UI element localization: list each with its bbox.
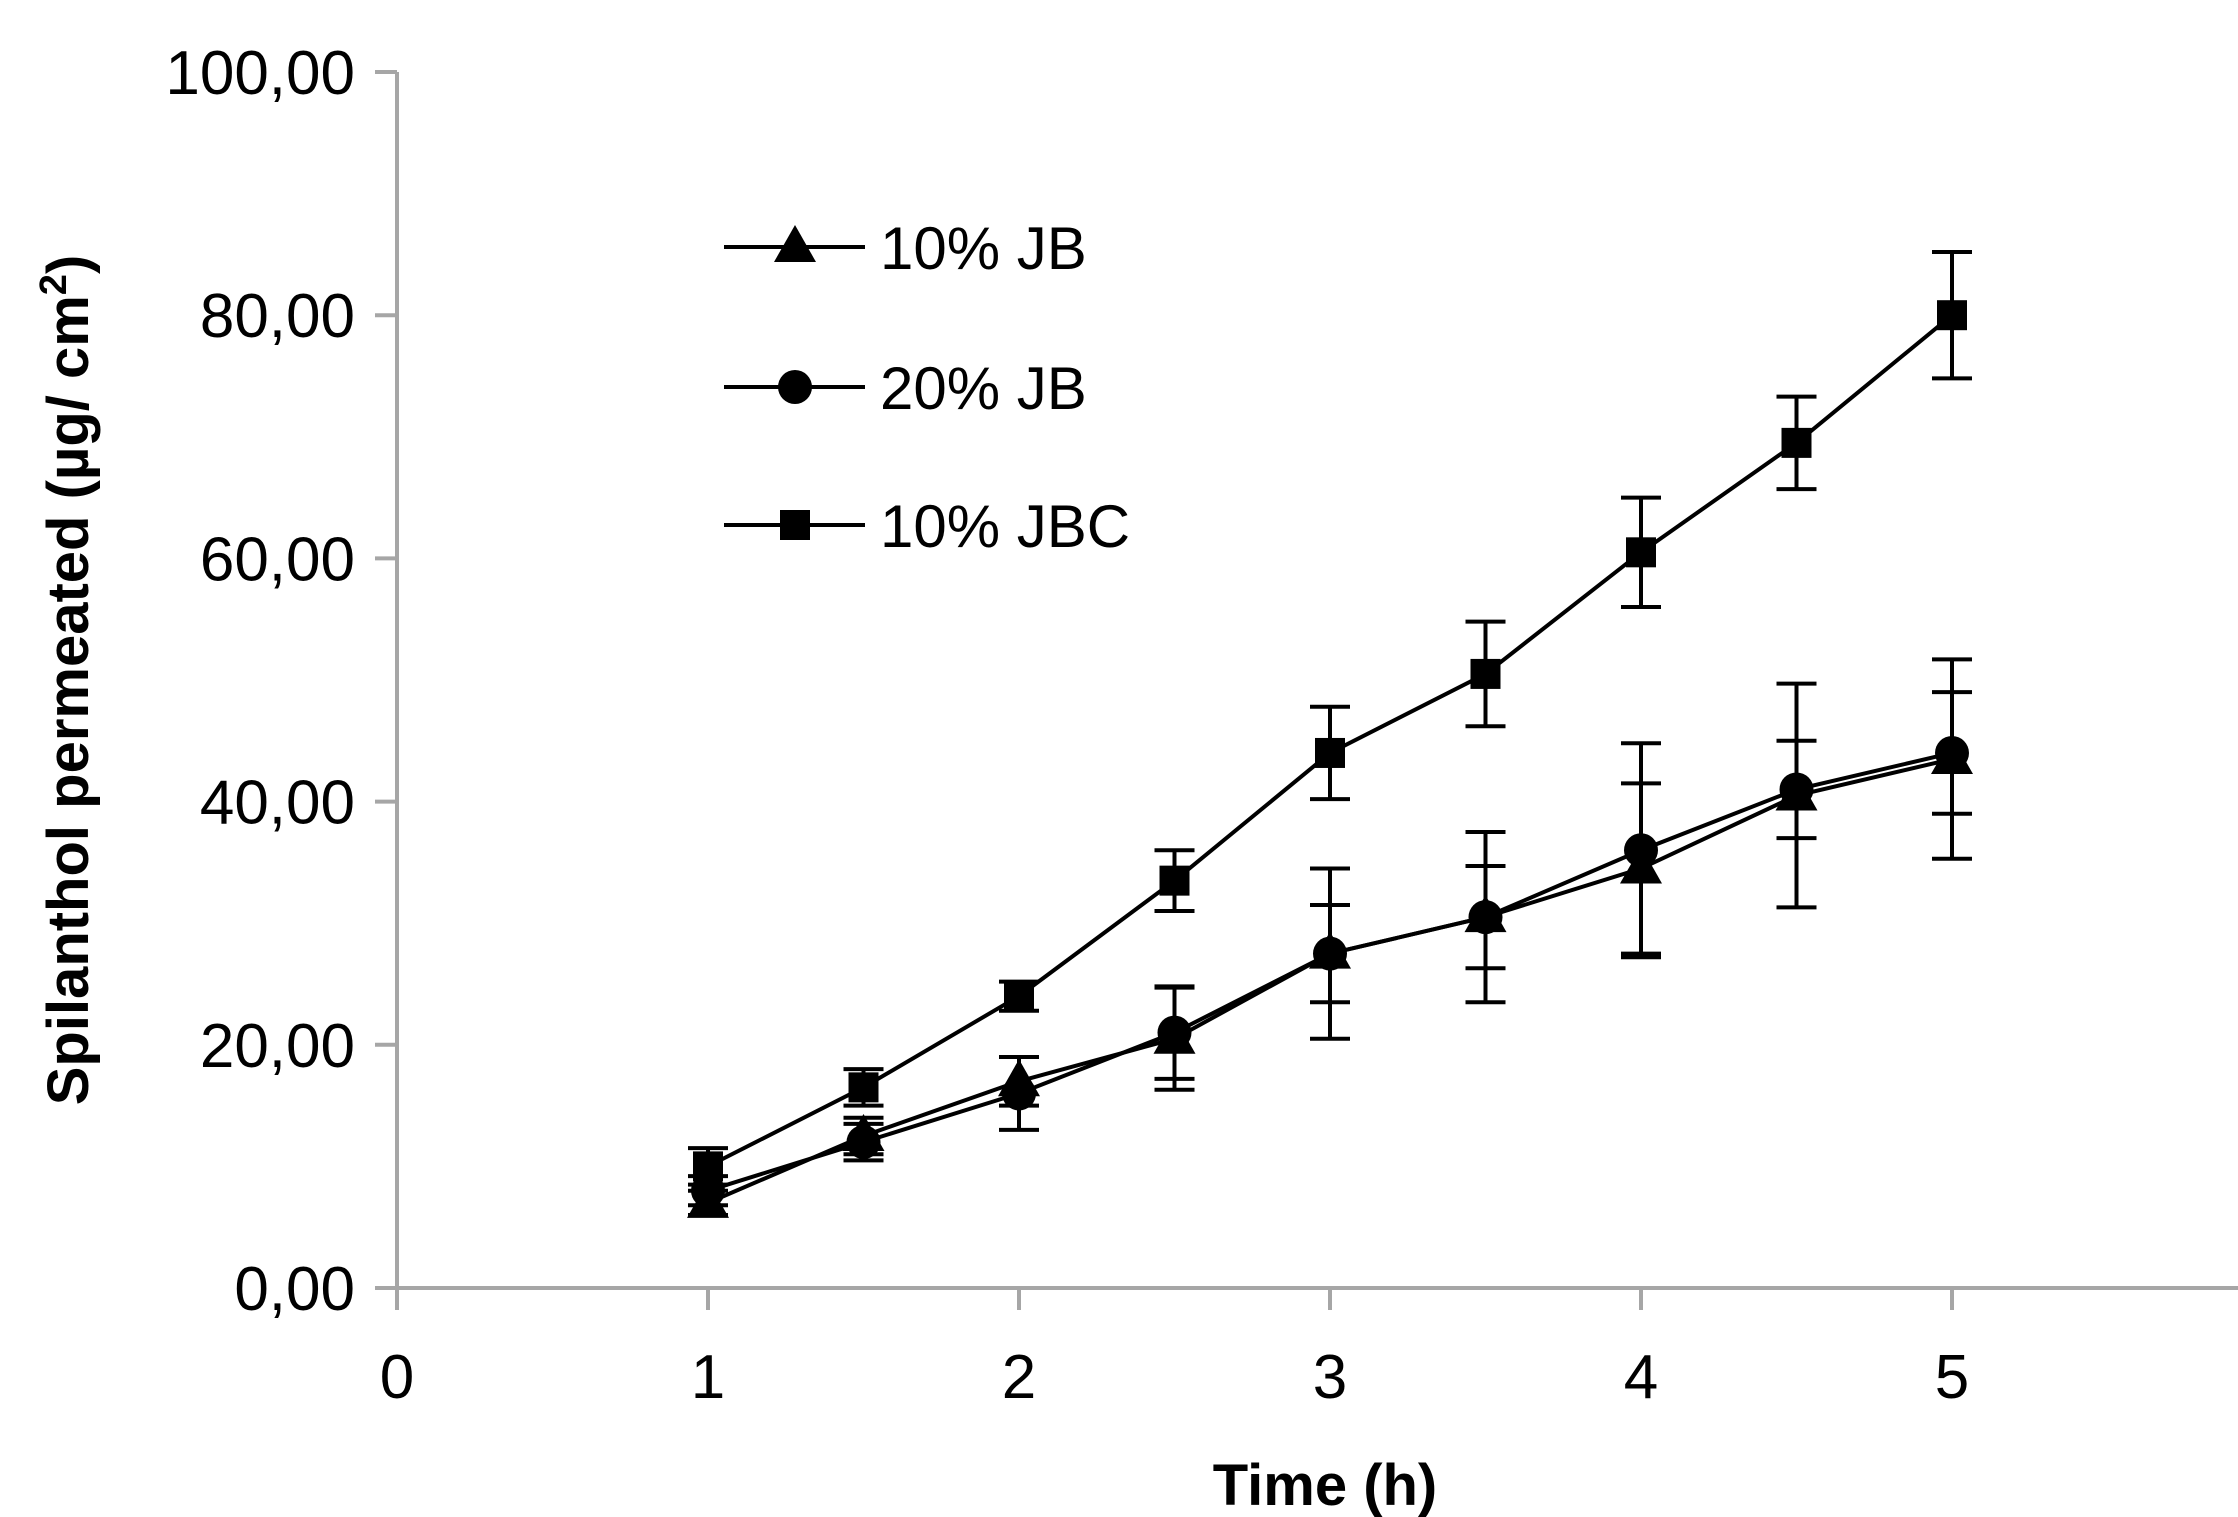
series-2 xyxy=(688,249,1972,1187)
y-axis-title-main: Spilanthol permeated (µg/ cm xyxy=(36,295,101,1105)
y-tick-label: 60,00 xyxy=(200,525,355,594)
legend-label: 10% JB xyxy=(880,215,1087,282)
x-tick-label: 2 xyxy=(1002,1343,1036,1412)
axes xyxy=(375,70,2238,1310)
series-1 xyxy=(688,690,1972,1208)
legend-swatch-marker xyxy=(778,370,812,404)
data-point xyxy=(846,1125,881,1160)
x-tick-label: 3 xyxy=(1313,1343,1347,1412)
y-tick-labels: 0,00 20,00 40,00 60,00 80,00 100,00 xyxy=(165,39,355,1324)
legend-label: 10% JBC xyxy=(880,493,1130,560)
series-layer xyxy=(687,249,1973,1218)
data-point xyxy=(1470,658,1501,689)
data-point xyxy=(1937,300,1967,331)
data-point xyxy=(693,1151,723,1182)
x-axis-title: Time (h) xyxy=(1213,1453,1438,1517)
legend-item: 10% JBC xyxy=(724,493,1130,560)
x-tick-labels: 0 1 2 3 4 5 xyxy=(380,1343,1969,1412)
legend-swatch-marker xyxy=(780,510,810,540)
data-point xyxy=(1313,936,1347,971)
y-tick-label: 80,00 xyxy=(200,282,355,351)
data-point xyxy=(1157,1015,1192,1050)
data-point xyxy=(1468,900,1503,935)
y-tick-label: 100,00 xyxy=(165,39,355,108)
x-tick-label: 5 xyxy=(1935,1343,1969,1412)
x-tick-label: 1 xyxy=(691,1343,725,1412)
data-point xyxy=(1779,772,1814,807)
legend-item: 20% JB xyxy=(724,355,1087,422)
data-point xyxy=(1159,865,1190,896)
legend-swatch-marker xyxy=(774,225,816,262)
data-point xyxy=(1004,981,1034,1012)
data-point xyxy=(1626,537,1656,568)
y-tick-label: 20,00 xyxy=(200,1012,355,1081)
data-point xyxy=(848,1072,879,1103)
x-tick-label: 0 xyxy=(380,1343,414,1412)
y-axis-title-superscript: 2 xyxy=(33,274,75,295)
y-tick-label: 40,00 xyxy=(200,769,355,838)
data-point xyxy=(1002,1076,1036,1111)
data-point xyxy=(1315,737,1345,768)
y-axis-title: Spilanthol permeated (µg/ cm2) xyxy=(33,255,101,1106)
x-tick-label: 4 xyxy=(1624,1343,1658,1412)
y-axis-title-end: ) xyxy=(36,255,101,274)
y-tick-label: 0,00 xyxy=(234,1255,355,1324)
legend-label: 20% JB xyxy=(880,355,1087,422)
legend: 10% JB 20% JB 10% JBC xyxy=(724,215,1130,560)
data-point xyxy=(691,1173,725,1208)
data-point xyxy=(1935,735,1969,770)
data-point xyxy=(1624,833,1658,868)
legend-item: 10% JB xyxy=(724,215,1087,282)
data-point xyxy=(1781,427,1812,458)
